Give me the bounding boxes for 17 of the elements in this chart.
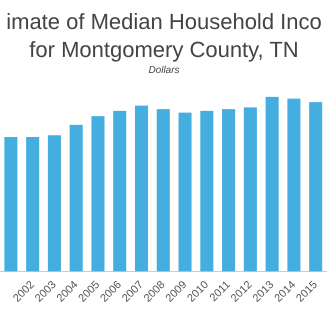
bar <box>134 106 148 272</box>
bar <box>309 102 322 272</box>
bar <box>244 107 257 272</box>
bar <box>48 135 61 272</box>
bar <box>200 110 214 272</box>
bar <box>287 98 300 272</box>
bar <box>113 110 126 272</box>
bar <box>70 124 83 272</box>
bar <box>178 112 192 272</box>
bar <box>156 109 170 272</box>
bar <box>26 137 40 272</box>
bar <box>222 109 236 272</box>
bar <box>266 96 279 272</box>
chart-title: imate of Median Household Inco for Montgomery County, TN <box>5 8 323 64</box>
bar <box>4 137 18 272</box>
chart-subtitle: Dollars <box>147 65 181 76</box>
bar <box>91 116 104 272</box>
